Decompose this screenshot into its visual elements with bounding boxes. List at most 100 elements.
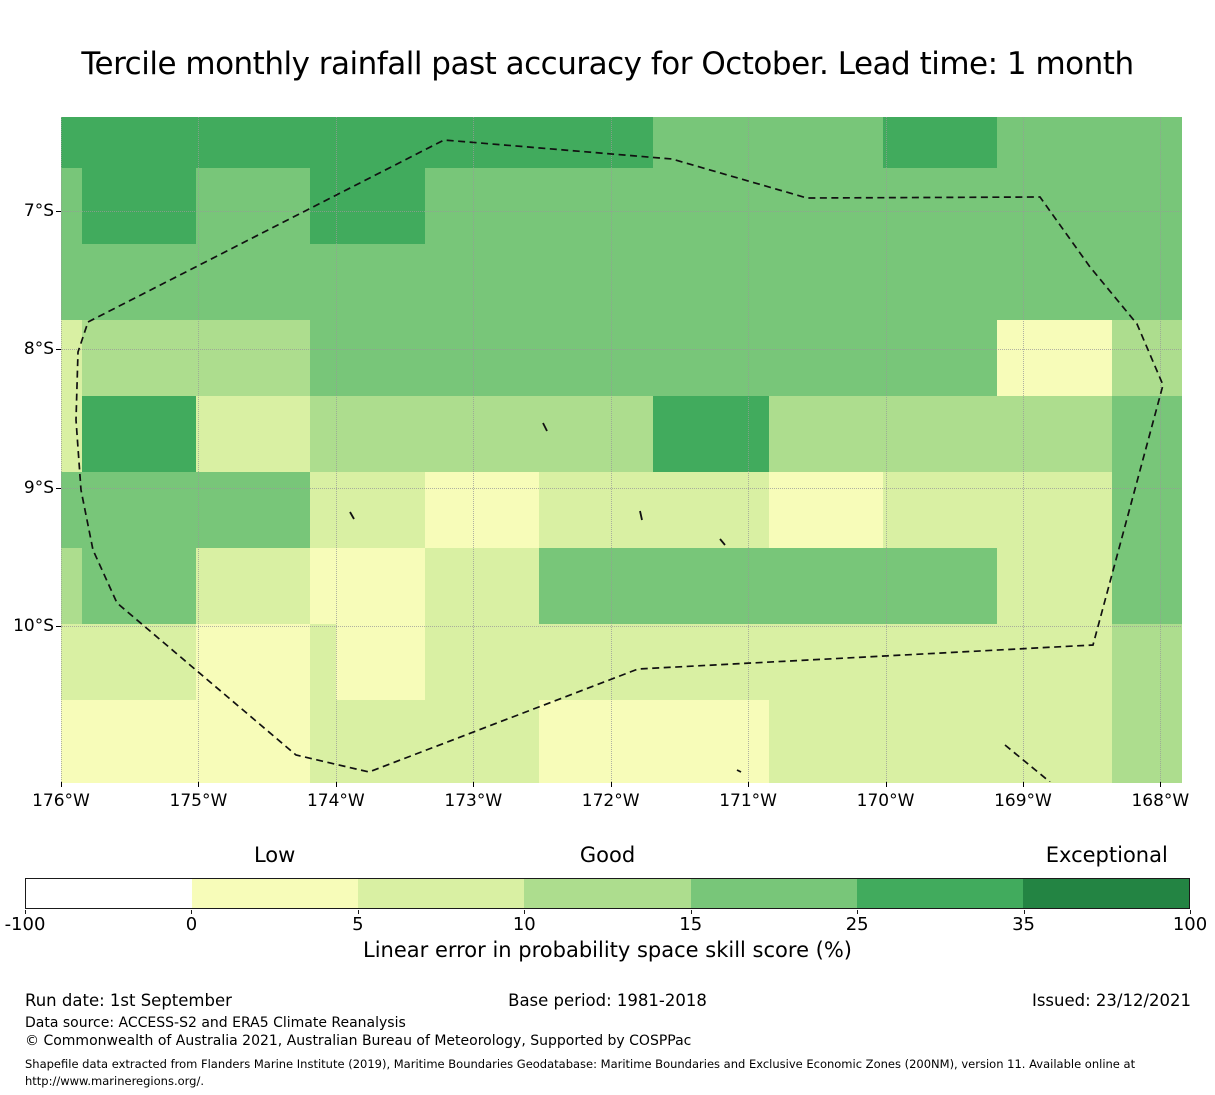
heatmap-cell bbox=[425, 396, 541, 474]
heatmap-cell bbox=[882, 472, 998, 550]
heatmap-cell bbox=[653, 244, 770, 322]
colorbar-segment bbox=[856, 879, 1023, 908]
heatmap-cell bbox=[195, 396, 311, 474]
y-tick-label: 7°S bbox=[23, 201, 54, 221]
heatmap-cell bbox=[81, 320, 197, 398]
footer-run-date: Run date: 1st September bbox=[25, 991, 232, 1010]
heatmap-cell bbox=[309, 244, 426, 322]
heatmap-cell bbox=[309, 472, 426, 550]
heatmap-cell bbox=[768, 548, 884, 626]
colorbar-segment bbox=[192, 879, 359, 908]
colorbar-tick-mark bbox=[25, 910, 26, 914]
heatmap-cell bbox=[882, 244, 998, 322]
heatmap-cell bbox=[653, 168, 770, 245]
x-tick-label: 173°W bbox=[444, 791, 503, 811]
heatmap-cell bbox=[539, 700, 655, 783]
heatmap-cell bbox=[768, 320, 884, 398]
heatmap-cell bbox=[653, 320, 770, 398]
heatmap-cell bbox=[309, 117, 426, 169]
x-tick-label: 174°W bbox=[306, 791, 365, 811]
heatmap-cell bbox=[768, 117, 884, 169]
heatmap-cell bbox=[539, 624, 655, 702]
colorbar-segment bbox=[1022, 879, 1189, 908]
island-mark bbox=[736, 769, 742, 773]
heatmap-cell bbox=[539, 320, 655, 398]
heatmap-cell bbox=[309, 700, 426, 783]
gridline-horizontal bbox=[61, 211, 1181, 212]
heatmap-cell bbox=[768, 168, 884, 245]
heatmap-cell bbox=[996, 700, 1114, 783]
heatmap-cell bbox=[768, 244, 884, 322]
heatmap-cell bbox=[882, 548, 998, 626]
heatmap-cell bbox=[425, 700, 541, 783]
heatmap-cell bbox=[539, 472, 655, 550]
heatmap-cell bbox=[195, 548, 311, 626]
heatmap-cell bbox=[1112, 396, 1182, 474]
heatmap-cell bbox=[81, 117, 197, 169]
heatmap-cell bbox=[768, 700, 884, 783]
x-tick-label: 171°W bbox=[719, 791, 777, 811]
heatmap-cell bbox=[195, 624, 311, 702]
heatmap-cell bbox=[1112, 168, 1182, 245]
island-marks bbox=[349, 422, 742, 773]
colorbar-title: Linear error in probability space skill … bbox=[363, 938, 852, 962]
eez-boundary-overlay bbox=[75, 139, 1164, 782]
heatmap-cell bbox=[1112, 320, 1182, 398]
heatmap-cell bbox=[996, 320, 1114, 398]
island-mark bbox=[349, 511, 355, 520]
heatmap-cell bbox=[425, 244, 541, 322]
heatmap-cell bbox=[61, 548, 83, 626]
colorbar-segment bbox=[524, 879, 691, 908]
heatmap-cell bbox=[996, 244, 1114, 322]
heatmap-cell bbox=[195, 472, 311, 550]
heatmap-cell bbox=[539, 396, 655, 474]
colorbar-tick-mark bbox=[857, 910, 859, 914]
heatmap-cell bbox=[61, 168, 83, 245]
heatmap-cell bbox=[81, 244, 197, 322]
colorbar-tick-mark bbox=[357, 910, 359, 914]
heatmap-cell bbox=[653, 396, 770, 474]
gridline-vertical bbox=[1022, 117, 1024, 782]
heatmap-cell bbox=[539, 548, 655, 626]
x-tick-label: 168°W bbox=[1131, 791, 1190, 811]
colorbar-segment bbox=[690, 879, 857, 908]
gridline-horizontal bbox=[61, 487, 1181, 489]
colorbar-tick-label: 15 bbox=[679, 914, 703, 935]
heatmap-cell bbox=[195, 700, 311, 783]
heatmap-cell bbox=[425, 548, 541, 626]
heatmap-cell bbox=[768, 624, 884, 702]
heatmap-cell-overlay bbox=[309, 624, 336, 701]
heatmap-cell bbox=[768, 396, 884, 474]
chart-title: Tercile monthly rainfall past accuracy f… bbox=[81, 46, 1134, 82]
colorbar-tick-mark bbox=[1023, 910, 1025, 914]
heatmap-cell bbox=[61, 320, 83, 398]
gridline-vertical bbox=[610, 117, 612, 782]
heatmap-cell bbox=[309, 320, 426, 398]
heatmap-cell bbox=[81, 472, 197, 550]
heatmap-cell bbox=[195, 117, 311, 169]
heatmap-cell bbox=[653, 472, 770, 550]
y-tick-mark bbox=[56, 487, 61, 489]
heatmap-cell bbox=[81, 548, 197, 626]
y-tick-label: 8°S bbox=[23, 339, 54, 360]
heatmap-cell bbox=[425, 624, 541, 702]
x-tick-mark bbox=[335, 782, 337, 787]
colorbar-tick-label: 35 bbox=[1012, 914, 1036, 935]
heatmap-cell bbox=[61, 624, 83, 702]
colorbar-tick-mark bbox=[524, 910, 526, 914]
heatmap-cell bbox=[539, 168, 655, 245]
heatmap-cell bbox=[309, 168, 426, 245]
x-tick-mark bbox=[1160, 782, 1162, 787]
heatmap-cell bbox=[195, 168, 311, 245]
gridline-vertical bbox=[748, 117, 750, 782]
colorbar-tick-mark bbox=[191, 910, 193, 914]
x-tick-label: 172°W bbox=[581, 791, 640, 811]
heatmap-cell bbox=[61, 117, 83, 169]
footer-issued-date: Issued: 23/12/2021 bbox=[1031, 991, 1191, 1010]
heatmap-cell bbox=[996, 548, 1114, 626]
gridline-vertical bbox=[198, 117, 200, 782]
footer-data-source: Data source: ACCESS-S2 and ERA5 Climate … bbox=[25, 1015, 406, 1031]
heatmap-cell bbox=[309, 396, 426, 474]
heatmap-cell bbox=[61, 396, 83, 474]
heatmap-cell bbox=[81, 624, 197, 702]
